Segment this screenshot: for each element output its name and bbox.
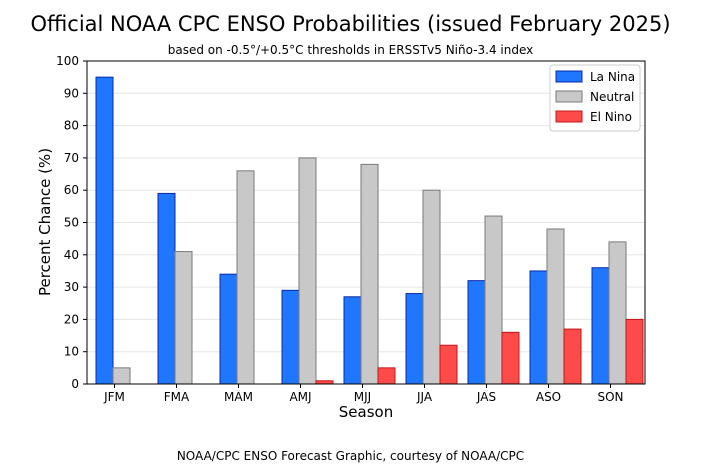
legend-swatch [555, 70, 583, 83]
y-tick-label: 0 [71, 377, 79, 391]
y-tick-label: 30 [64, 280, 79, 294]
x-tick-label: SON [597, 390, 623, 404]
bar-la-nina-amj [281, 289, 300, 385]
legend-swatch [555, 90, 583, 103]
y-tick-label: 60 [64, 183, 79, 197]
x-tick-label: JAS [476, 390, 496, 404]
legend: La Nina Neutral El Nino [549, 64, 641, 132]
y-tick-label: 100 [56, 54, 79, 68]
legend-label: El Nino [590, 110, 632, 124]
legend-label: Neutral [590, 90, 634, 104]
y-tick-label: 90 [64, 86, 79, 100]
bar-el-nino-mjj [377, 367, 396, 385]
bar-neutral-aso [546, 228, 565, 385]
bar-la-nina-aso [529, 270, 548, 385]
legend-label: La Nina [590, 70, 635, 84]
x-tick-label: JFM [103, 390, 125, 404]
x-tick-label: MJJ [354, 390, 371, 404]
x-axis-label: Season [339, 403, 393, 421]
bar-la-nina-jas [467, 280, 486, 385]
y-tick-label: 70 [64, 151, 79, 165]
x-tick-label: AMJ [289, 390, 311, 404]
bar-marks [95, 76, 644, 385]
x-tick-label: ASO [536, 390, 561, 404]
bar-neutral-jas [484, 215, 503, 385]
x-tick-label: JJA [416, 390, 433, 404]
x-tick-label: FMA [164, 390, 190, 404]
bar-la-nina-son [591, 267, 610, 385]
credit-footer: NOAA/CPC ENSO Forecast Graphic, courtesy… [176, 449, 525, 463]
bar-el-nino-son [625, 318, 644, 385]
bar-neutral-jfm [112, 367, 131, 385]
bar-neutral-mam [236, 170, 255, 385]
chart-title: Official NOAA CPC ENSO Probabilities (is… [30, 12, 671, 36]
bar-la-nina-fma [157, 192, 176, 385]
y-tick-label: 80 [64, 119, 79, 133]
bar-el-nino-jja [439, 344, 458, 385]
bar-el-nino-aso [563, 328, 582, 385]
y-axis-label: Percent Chance (%) [36, 148, 54, 296]
y-axis-ticks: 0 10 20 30 40 50 60 70 80 90 100 [56, 54, 87, 391]
y-tick-label: 20 [64, 312, 79, 326]
chart-subtitle: based on -0.5°/+0.5°C thresholds in ERSS… [167, 43, 534, 57]
y-tick-label: 40 [64, 248, 79, 262]
bar-neutral-jja [422, 189, 441, 385]
y-tick-label: 50 [64, 216, 79, 230]
bar-neutral-son [608, 241, 627, 385]
x-tick-label: MAM [224, 390, 253, 404]
bar-neutral-fma [174, 251, 193, 385]
bar-la-nina-mjj [343, 296, 362, 385]
bar-la-nina-jja [405, 293, 424, 385]
legend-swatch [555, 110, 583, 123]
bar-el-nino-jas [501, 331, 520, 385]
bar-la-nina-jfm [95, 76, 114, 385]
bar-neutral-mjj [360, 163, 379, 385]
bar-la-nina-mam [219, 273, 238, 385]
x-axis-ticks: JFM FMA MAM AMJ MJJ JJA JAS ASO SON [103, 384, 624, 404]
bar-neutral-amj [298, 157, 317, 385]
y-tick-label: 10 [64, 345, 79, 359]
